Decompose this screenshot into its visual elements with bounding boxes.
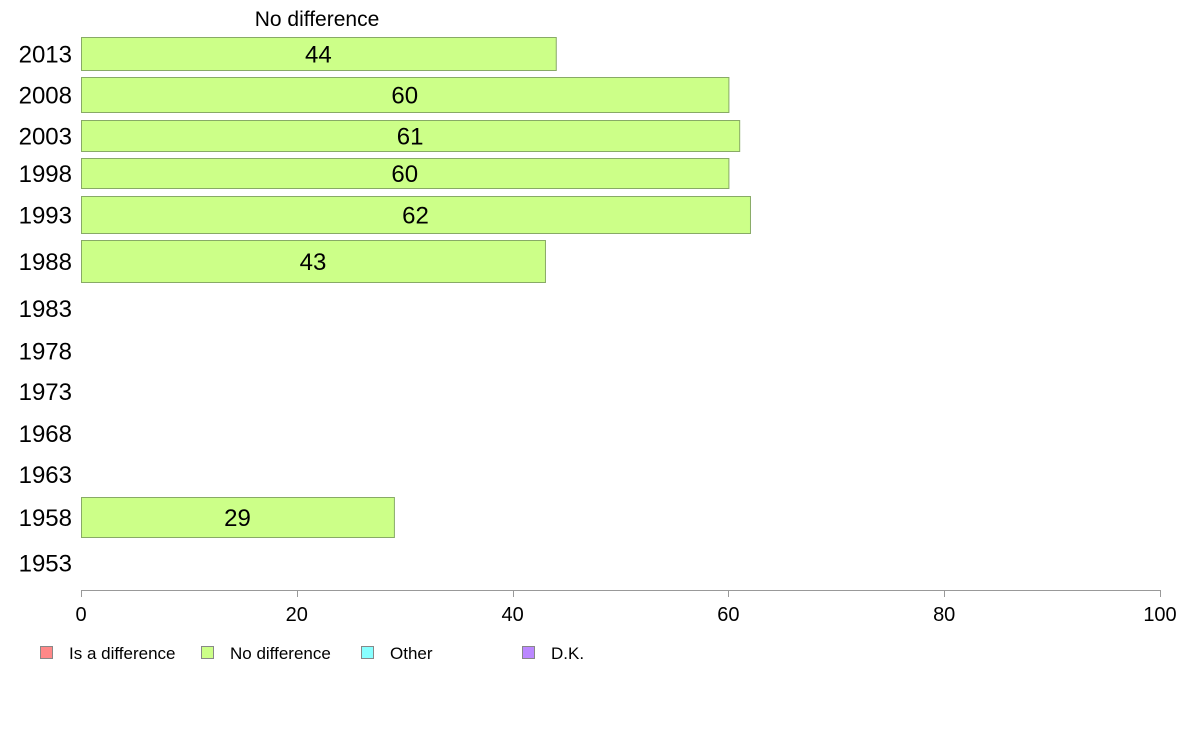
bar: [81, 120, 741, 152]
bar-value-label: 44: [305, 42, 332, 69]
y-tick-label: 1953: [19, 551, 72, 578]
y-axis-ticks: 2013 2008 2003 1998 1993 1988 1983 1978 1973 1968…: [19, 42, 72, 578]
legend-swatch: [361, 646, 374, 659]
x-tick-label: 60: [717, 604, 739, 626]
chart-top-label: No difference: [255, 8, 380, 31]
legend: Is a difference No difference Other D.K.: [40, 644, 584, 663]
y-tick-label: 1963: [19, 462, 72, 489]
y-tick-label: 1993: [19, 203, 72, 230]
legend-label: D.K.: [551, 644, 584, 663]
y-tick-label: 2013: [19, 42, 72, 69]
legend-label: Is a difference: [69, 644, 175, 663]
bar: [81, 158, 730, 189]
x-tick-label: 0: [75, 604, 86, 626]
bar-value-label: 62: [402, 203, 429, 230]
legend-label: No difference: [230, 644, 331, 663]
y-tick-label: 1973: [19, 379, 72, 406]
y-tick-label: 2008: [19, 83, 72, 110]
bars-group: 44 60 61 60 62 43 29: [81, 37, 751, 538]
legend-swatch: [522, 646, 535, 659]
y-tick-label: 1988: [19, 249, 72, 276]
bar-value-label: 61: [397, 124, 424, 151]
x-tick-label: 100: [1143, 604, 1176, 626]
bar: [81, 240, 546, 283]
x-tick-label: 80: [933, 604, 955, 626]
bar-value-label: 43: [300, 249, 327, 276]
legend-label: Other: [390, 644, 433, 663]
x-tick-label: 20: [286, 604, 308, 626]
bar: [81, 77, 730, 113]
bar-value-label: 60: [391, 83, 418, 110]
bar: [81, 37, 557, 71]
y-tick-label: 1983: [19, 296, 72, 323]
bar: [81, 196, 751, 234]
bar: [81, 497, 395, 538]
x-tick-label: 40: [501, 604, 523, 626]
y-tick-label: 2003: [19, 124, 72, 151]
y-tick-label: 1978: [19, 339, 72, 366]
x-axis: 0 20 40 60 80 100: [75, 590, 1177, 626]
bar-value-label: 60: [391, 161, 418, 188]
y-tick-label: 1998: [19, 161, 72, 188]
legend-swatch: [40, 646, 53, 659]
y-tick-label: 1958: [19, 505, 72, 532]
bar-value-label: 29: [224, 505, 251, 532]
y-tick-label: 1968: [19, 421, 72, 448]
legend-swatch: [201, 646, 214, 659]
